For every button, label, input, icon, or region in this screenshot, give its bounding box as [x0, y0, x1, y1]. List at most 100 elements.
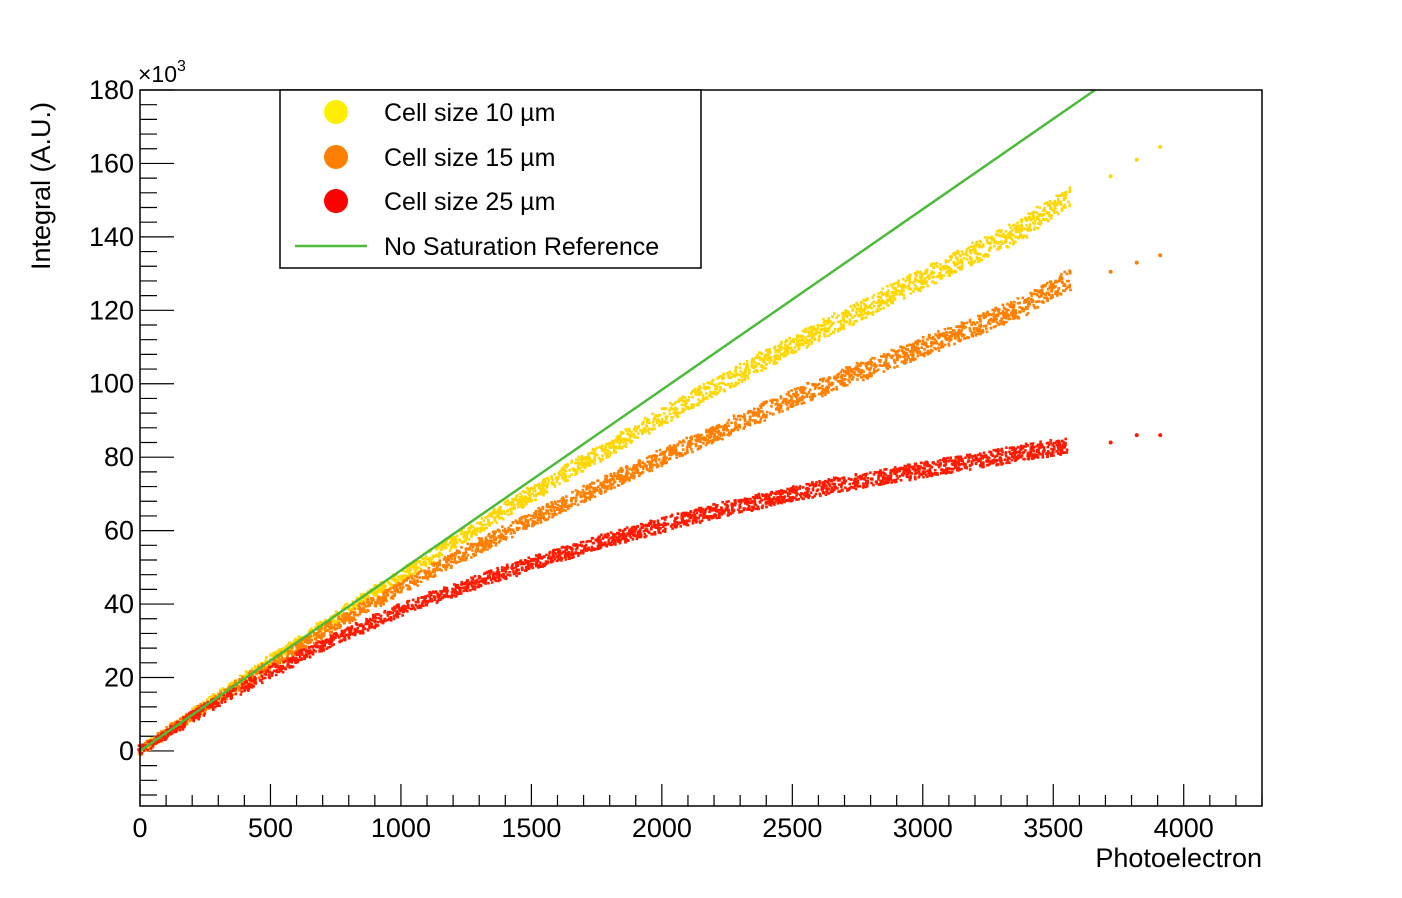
data-point: [405, 577, 408, 580]
data-point: [462, 535, 466, 539]
data-point: [906, 348, 909, 351]
data-point: [376, 590, 380, 594]
data-point: [562, 473, 565, 476]
data-point: [733, 426, 737, 430]
data-point: [949, 331, 953, 334]
data-point: [1014, 240, 1017, 244]
data-point: [486, 548, 489, 551]
data-point: [782, 346, 786, 350]
data-point: [879, 359, 882, 362]
data-point: [950, 255, 953, 259]
data-point: [773, 398, 776, 402]
data-point: [343, 605, 347, 609]
data-point: [698, 434, 702, 438]
data-point: [495, 510, 498, 514]
data-point: [440, 548, 443, 552]
data-point: [427, 573, 431, 576]
data-point: [715, 424, 719, 428]
data-point: [915, 270, 919, 274]
data-point: [898, 283, 901, 286]
data-point: [678, 454, 681, 458]
data-point: [282, 648, 286, 651]
data-point: [862, 309, 866, 313]
data-point: [869, 358, 873, 362]
data-point: [870, 372, 873, 375]
y-tick-label: 180: [89, 75, 134, 105]
data-point: [893, 360, 896, 363]
data-point: [859, 364, 862, 367]
data-point: [516, 528, 520, 532]
data-point: [380, 601, 383, 605]
data-point: [787, 390, 791, 394]
data-point: [688, 440, 692, 444]
data-point: [702, 386, 706, 389]
data-point: [668, 412, 672, 416]
data-point: [338, 626, 341, 630]
data-point: [901, 285, 905, 288]
data-point: [848, 320, 852, 324]
data-point: [635, 466, 639, 469]
data-point: [471, 549, 474, 552]
data-point: [902, 355, 905, 359]
data-point: [848, 375, 851, 379]
data-point: [646, 468, 649, 471]
data-point: [836, 376, 840, 379]
data-point: [419, 567, 423, 571]
data-point: [433, 574, 437, 577]
data-point: [1013, 235, 1017, 239]
data-point: [244, 670, 248, 673]
data-point: [408, 587, 412, 591]
data-point: [414, 571, 417, 575]
data-point: [472, 529, 475, 533]
data-point: [878, 360, 882, 364]
data-point: [773, 345, 777, 349]
data-point: [254, 666, 257, 670]
data-point: [542, 481, 546, 485]
data-point: [929, 344, 933, 348]
data-point: [605, 481, 609, 484]
data-point: [665, 456, 668, 459]
data-point: [518, 519, 522, 522]
data-point: [722, 382, 726, 385]
data-point: [906, 275, 909, 279]
data-point: [839, 323, 843, 326]
data-point: [324, 629, 327, 633]
data-point: [606, 452, 609, 455]
data-point: [316, 633, 319, 636]
data-point: [607, 449, 611, 453]
data-point: [264, 656, 268, 660]
data-point: [865, 363, 869, 366]
axis-ticks: [139, 89, 1263, 806]
data-point: [651, 412, 654, 416]
data-point: [916, 343, 919, 346]
data-point: [742, 373, 746, 376]
data-point: [290, 650, 293, 653]
data-point: [404, 570, 407, 574]
data-point: [616, 477, 619, 480]
data-point: [909, 353, 913, 356]
data-point: [1037, 218, 1041, 222]
data-point: [710, 441, 714, 445]
data-point: [238, 678, 241, 681]
data-point: [751, 414, 755, 417]
data-point: [577, 467, 580, 471]
data-point: [829, 320, 832, 324]
data-point: [983, 314, 986, 318]
data-point: [976, 252, 980, 256]
data-point: [536, 521, 539, 525]
data-point: [1066, 285, 1070, 289]
data-point: [815, 329, 818, 333]
data-point: [747, 423, 750, 426]
data-point: [618, 477, 622, 480]
data-point: [585, 463, 588, 467]
data-point: [1033, 210, 1036, 214]
data-point: [367, 609, 370, 613]
data-point: [796, 398, 799, 402]
data-point: [286, 645, 290, 649]
data-point: [813, 394, 817, 398]
data-point: [1024, 218, 1028, 221]
data-point: [683, 396, 687, 399]
data-point: [592, 488, 596, 491]
data-point: [314, 637, 318, 640]
data-point: [485, 526, 489, 530]
